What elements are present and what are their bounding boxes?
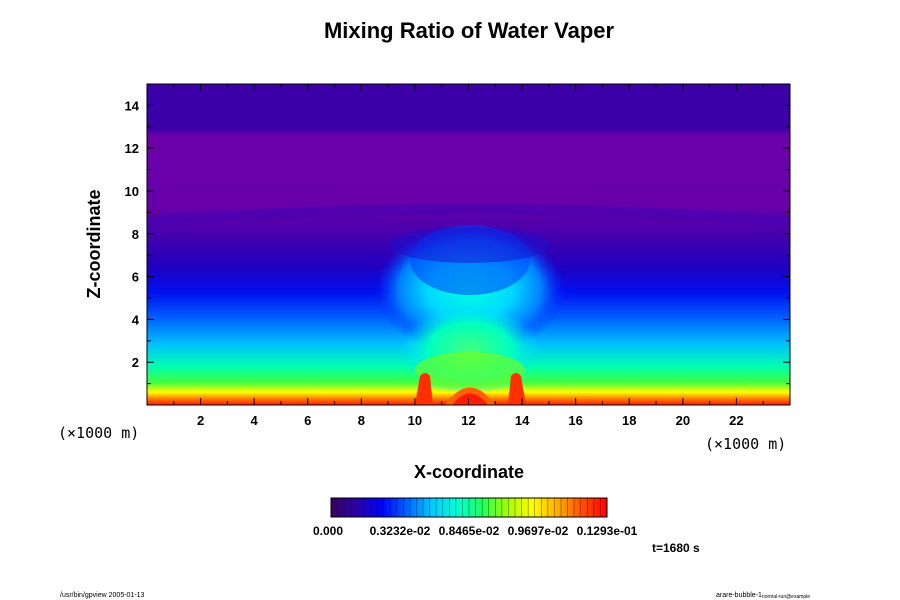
x-tick-label: 14 (515, 413, 530, 428)
wave-band (147, 204, 790, 226)
y-axis-ticks: 2 4 6 8 10 12 14 (125, 83, 790, 406)
y-tick-label: 6 (132, 270, 139, 285)
center-plume-core (452, 393, 488, 405)
colorbar-labels: 0.000 0.3232e-02 0.8465e-02 0.9697e-02 0.129… (313, 524, 638, 538)
x-tick-label: 4 (251, 413, 259, 428)
y-tick-label: 4 (132, 312, 140, 327)
x-tick-label: 8 (358, 413, 365, 428)
x-tick-label: 6 (304, 413, 311, 428)
x-axis-ticks: 2 4 6 8 10 12 14 16 18 20 22 (146, 84, 791, 428)
colorbar-label: 0.9697e-02 (508, 524, 569, 538)
x-unit-label: (×1000 m) (58, 424, 139, 442)
y-tick-label: 2 (132, 355, 139, 370)
colorbar-label: 0.8465e-02 (439, 524, 500, 538)
colorbar: 0.000 0.3232e-02 0.8465e-02 0.9697e-02 0.129… (313, 497, 638, 538)
x-axis-label: X-coordinate (414, 462, 524, 482)
colorbar-label: 0.000 (313, 524, 343, 538)
colorbar-dividers (337, 498, 601, 517)
y-tick-label: 12 (125, 141, 139, 156)
chart-title: Mixing Ratio of Water Vaper (324, 18, 615, 43)
x-tick-label: 2 (197, 413, 204, 428)
plot-field (147, 84, 790, 405)
colorbar-label: 0.3232e-02 (370, 524, 431, 538)
bubble-base-glow (415, 352, 525, 388)
x-tick-label: 16 (568, 413, 582, 428)
y-tick-label: 14 (125, 98, 140, 113)
colorbar-label: 0.1293e-01 (577, 524, 638, 538)
y-unit-label: (×1000 m) (705, 435, 786, 453)
left-plume (415, 373, 433, 405)
y-axis-label: Z-coordinate (84, 189, 104, 298)
x-tick-label: 18 (622, 413, 636, 428)
footer-right-main: arare-bubble-1 (716, 592, 762, 599)
footer-right-sub: normal-run@example (762, 594, 810, 600)
x-tick-label: 12 (461, 413, 475, 428)
y-tick-label: 10 (125, 184, 139, 199)
time-label: t=1680 s (652, 541, 700, 555)
x-tick-label: 22 (729, 413, 743, 428)
bubble-cap (390, 227, 550, 263)
right-plume (508, 373, 526, 405)
y-tick-label: 8 (132, 227, 139, 242)
x-tick-label: 10 (408, 413, 422, 428)
footer-left: /usr/bin/gpview 2005-01-13 (60, 592, 145, 599)
x-tick-label: 20 (676, 413, 690, 428)
footer-right: arare-bubble-1normal-run@example (716, 592, 810, 600)
